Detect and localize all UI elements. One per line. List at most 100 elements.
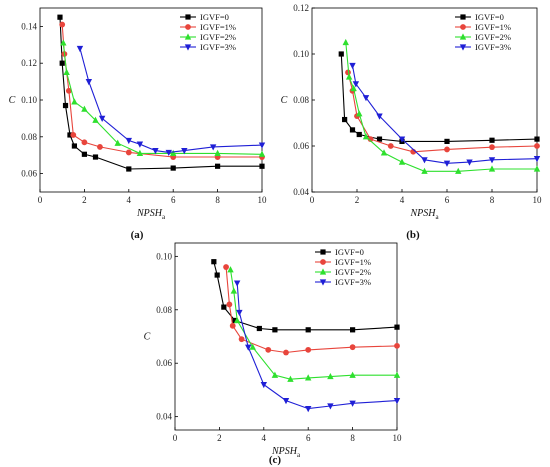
data-point bbox=[376, 136, 383, 142]
x-tick-label: 2 bbox=[217, 433, 222, 443]
data-point bbox=[125, 137, 132, 145]
data-point bbox=[165, 149, 172, 157]
data-point bbox=[223, 264, 229, 270]
data-point bbox=[215, 163, 221, 169]
data-point bbox=[81, 139, 88, 146]
y-axis-label: C bbox=[144, 332, 151, 343]
data-point bbox=[260, 381, 267, 389]
series-line-4 bbox=[236, 283, 398, 410]
data-point bbox=[350, 84, 357, 92]
data-point bbox=[443, 160, 451, 167]
data-point bbox=[65, 87, 72, 94]
series-line-3 bbox=[345, 42, 537, 172]
data-point bbox=[489, 144, 495, 151]
data-point bbox=[356, 110, 363, 117]
y-tick-label: 0.14 bbox=[21, 21, 37, 31]
data-point bbox=[345, 69, 351, 76]
legend-label: IGVF=2% bbox=[475, 32, 511, 42]
data-point bbox=[345, 73, 353, 80]
x-axis-label-sub: a bbox=[297, 451, 301, 459]
chart-panel-b: 0 2 4 6 8 100.040.060.080.100.12NPSHaCIGVF=0I… bbox=[281, 3, 542, 221]
y-tick-label: 0.06 bbox=[156, 358, 172, 368]
data-point bbox=[60, 39, 67, 46]
data-point bbox=[305, 346, 312, 353]
y-tick-label: 0.06 bbox=[21, 169, 37, 179]
data-point bbox=[305, 406, 312, 413]
data-point bbox=[97, 144, 103, 150]
legend-marker bbox=[460, 24, 466, 30]
data-point bbox=[214, 149, 221, 156]
data-point bbox=[349, 344, 356, 351]
data-point bbox=[67, 132, 73, 138]
data-point bbox=[421, 157, 428, 164]
legend-label: IGVF=0 bbox=[335, 247, 364, 257]
data-point bbox=[533, 156, 541, 163]
data-point bbox=[534, 143, 540, 149]
data-point bbox=[338, 51, 344, 57]
data-point bbox=[350, 327, 356, 333]
x-tick-label: 10 bbox=[258, 195, 268, 205]
data-point bbox=[362, 133, 370, 140]
legend-marker bbox=[320, 259, 326, 265]
panel-label-b: (b) bbox=[406, 229, 420, 241]
legend-marker bbox=[320, 249, 326, 255]
x-tick-label: 0 bbox=[38, 195, 43, 205]
data-point bbox=[76, 45, 84, 53]
data-point bbox=[362, 95, 370, 102]
legend-label: IGVF=2% bbox=[335, 267, 371, 277]
data-point bbox=[376, 113, 383, 120]
x-tick-label: 2 bbox=[355, 195, 360, 205]
data-point bbox=[444, 138, 450, 144]
y-axis-label: C bbox=[281, 95, 288, 106]
y-tick-label: 0.10 bbox=[156, 251, 172, 261]
x-axis-label-main: NPSH bbox=[136, 208, 163, 219]
y-tick-label: 0.04 bbox=[156, 412, 172, 422]
legend-marker bbox=[184, 44, 192, 51]
x-axis-label-main: NPSH bbox=[409, 208, 436, 219]
y-tick-label: 0.06 bbox=[293, 141, 309, 151]
x-tick-label: 8 bbox=[490, 195, 495, 205]
x-tick-label: 6 bbox=[171, 195, 176, 205]
data-point bbox=[214, 272, 220, 278]
data-point bbox=[259, 163, 265, 169]
data-point bbox=[125, 149, 132, 156]
y-tick-label: 0.08 bbox=[156, 305, 172, 315]
data-point bbox=[136, 149, 144, 156]
x-axis-label-main: NPSH bbox=[271, 446, 298, 457]
y-tick-label: 0.10 bbox=[21, 95, 37, 105]
x-tick-label: 4 bbox=[262, 433, 267, 443]
data-point bbox=[444, 146, 450, 153]
data-point bbox=[533, 165, 541, 172]
data-point bbox=[256, 325, 262, 332]
data-point bbox=[114, 139, 121, 146]
data-point bbox=[393, 398, 401, 405]
series-line-3 bbox=[62, 42, 263, 155]
legend-marker bbox=[185, 14, 191, 20]
y-tick-label: 0.10 bbox=[293, 49, 309, 59]
data-point bbox=[534, 136, 540, 142]
series-line-4 bbox=[79, 48, 263, 153]
data-point bbox=[152, 148, 159, 155]
x-axis-label: NPSHa bbox=[136, 208, 166, 221]
data-point bbox=[342, 116, 348, 123]
x-tick-label: 10 bbox=[533, 195, 543, 205]
x-tick-label: 8 bbox=[350, 433, 355, 443]
x-axis-label-sub: a bbox=[435, 213, 439, 221]
legend-label: IGVF=3% bbox=[475, 42, 511, 52]
data-point bbox=[233, 316, 241, 324]
legend-label: IGVF=1% bbox=[335, 257, 371, 267]
data-point bbox=[81, 151, 87, 157]
data-point bbox=[59, 21, 66, 28]
data-point bbox=[230, 287, 238, 294]
x-tick-label: 0 bbox=[173, 433, 178, 443]
data-point bbox=[92, 154, 99, 160]
data-point bbox=[488, 157, 496, 164]
data-point bbox=[387, 143, 394, 149]
legend-label: IGVF=1% bbox=[200, 22, 236, 32]
chart-panel-a: 0 2 4 6 8 100.060.080.100.120.14NPSHaCIGVF=0I… bbox=[9, 7, 268, 221]
y-axis-label: C bbox=[9, 95, 16, 106]
data-point bbox=[92, 116, 99, 123]
data-point bbox=[349, 62, 356, 70]
data-point bbox=[85, 79, 93, 86]
data-point bbox=[245, 344, 252, 351]
